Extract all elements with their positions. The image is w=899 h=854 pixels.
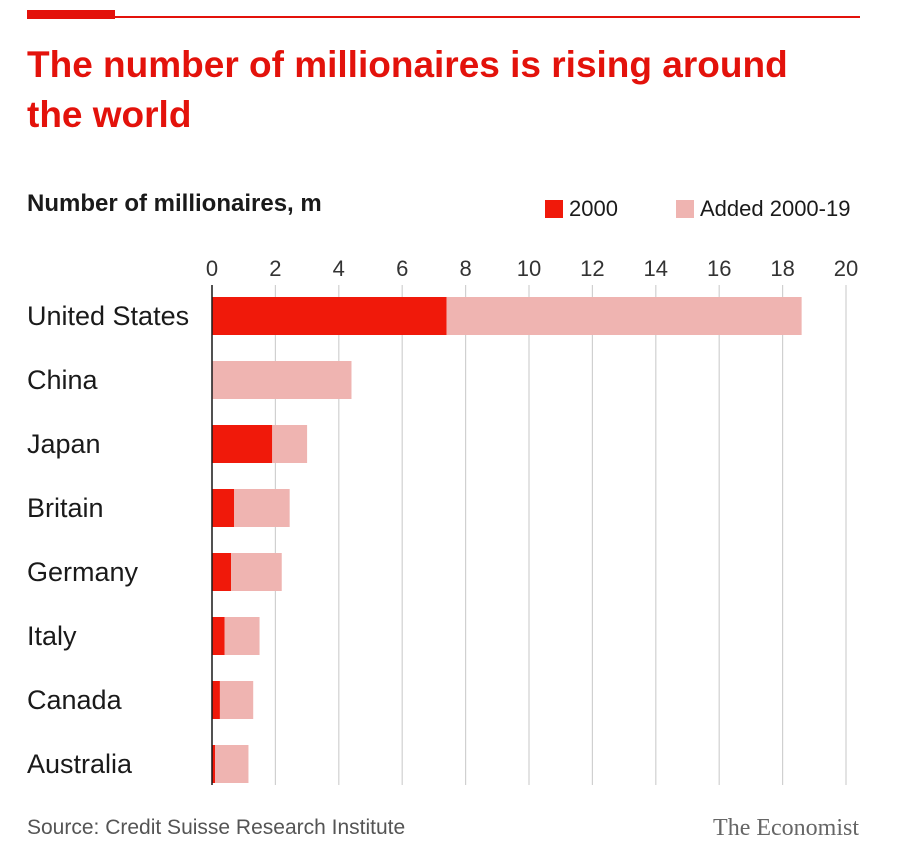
x-tick-label-12: 12 xyxy=(580,256,604,281)
publisher-logo: The Economist xyxy=(713,815,859,841)
x-tick-label-0: 0 xyxy=(206,256,218,281)
x-tick-label-2: 2 xyxy=(269,256,281,281)
category-label-china: China xyxy=(27,365,99,395)
chart-title: The number of millionaires is rising aro… xyxy=(27,44,788,135)
legend-label-added: Added 2000-19 xyxy=(700,196,851,221)
x-tick-label-16: 16 xyxy=(707,256,731,281)
chart-subtitle: Number of millionaires, m xyxy=(27,190,322,217)
legend-swatch-2000 xyxy=(545,200,563,218)
bar-chart: 0 2 4 6 8 10 12 14 16 18 20 United States China Japan… xyxy=(27,256,858,785)
x-tick-label-10: 10 xyxy=(517,256,541,281)
source-note: Source: Credit Suisse Research Institute xyxy=(27,816,406,839)
x-tick-label-14: 14 xyxy=(644,256,668,281)
bar-2000-italy xyxy=(212,617,225,655)
category-label-united-states: United States xyxy=(27,301,189,331)
bar-added-japan xyxy=(272,425,308,463)
bar-added-italy xyxy=(224,617,260,655)
legend-item-added: Added 2000-19 xyxy=(676,196,850,222)
x-tick-label-18: 18 xyxy=(770,256,794,281)
bar-2000-japan xyxy=(212,425,273,463)
category-label-britain: Britain xyxy=(27,493,104,523)
legend-label-2000: 2000 xyxy=(569,196,618,221)
bar-added-britain xyxy=(234,489,290,527)
bar-2000-canada xyxy=(212,681,220,719)
bar-added-canada xyxy=(219,681,254,719)
category-label-germany: Germany xyxy=(27,557,139,587)
brand-tag xyxy=(27,10,115,19)
bar-added-china xyxy=(212,361,352,399)
category-label-canada: Canada xyxy=(27,685,123,715)
bar-added-united-states xyxy=(446,297,802,335)
x-tick-label-20: 20 xyxy=(834,256,858,281)
bar-added-australia xyxy=(215,745,249,783)
legend-item-2000: 2000 xyxy=(545,196,618,222)
bar-2000-united-states xyxy=(212,297,447,335)
category-label-australia: Australia xyxy=(27,749,133,779)
x-tick-label-6: 6 xyxy=(396,256,408,281)
x-tick-label-4: 4 xyxy=(333,256,345,281)
legend-swatch-added xyxy=(676,200,694,218)
bar-2000-britain xyxy=(212,489,235,527)
category-label-italy: Italy xyxy=(27,621,77,651)
bar-added-germany xyxy=(231,553,282,591)
bar-2000-germany xyxy=(212,553,232,591)
x-tick-label-8: 8 xyxy=(459,256,471,281)
top-rule xyxy=(27,16,860,18)
bar-2000-australia xyxy=(212,745,216,783)
category-label-japan: Japan xyxy=(27,429,101,459)
